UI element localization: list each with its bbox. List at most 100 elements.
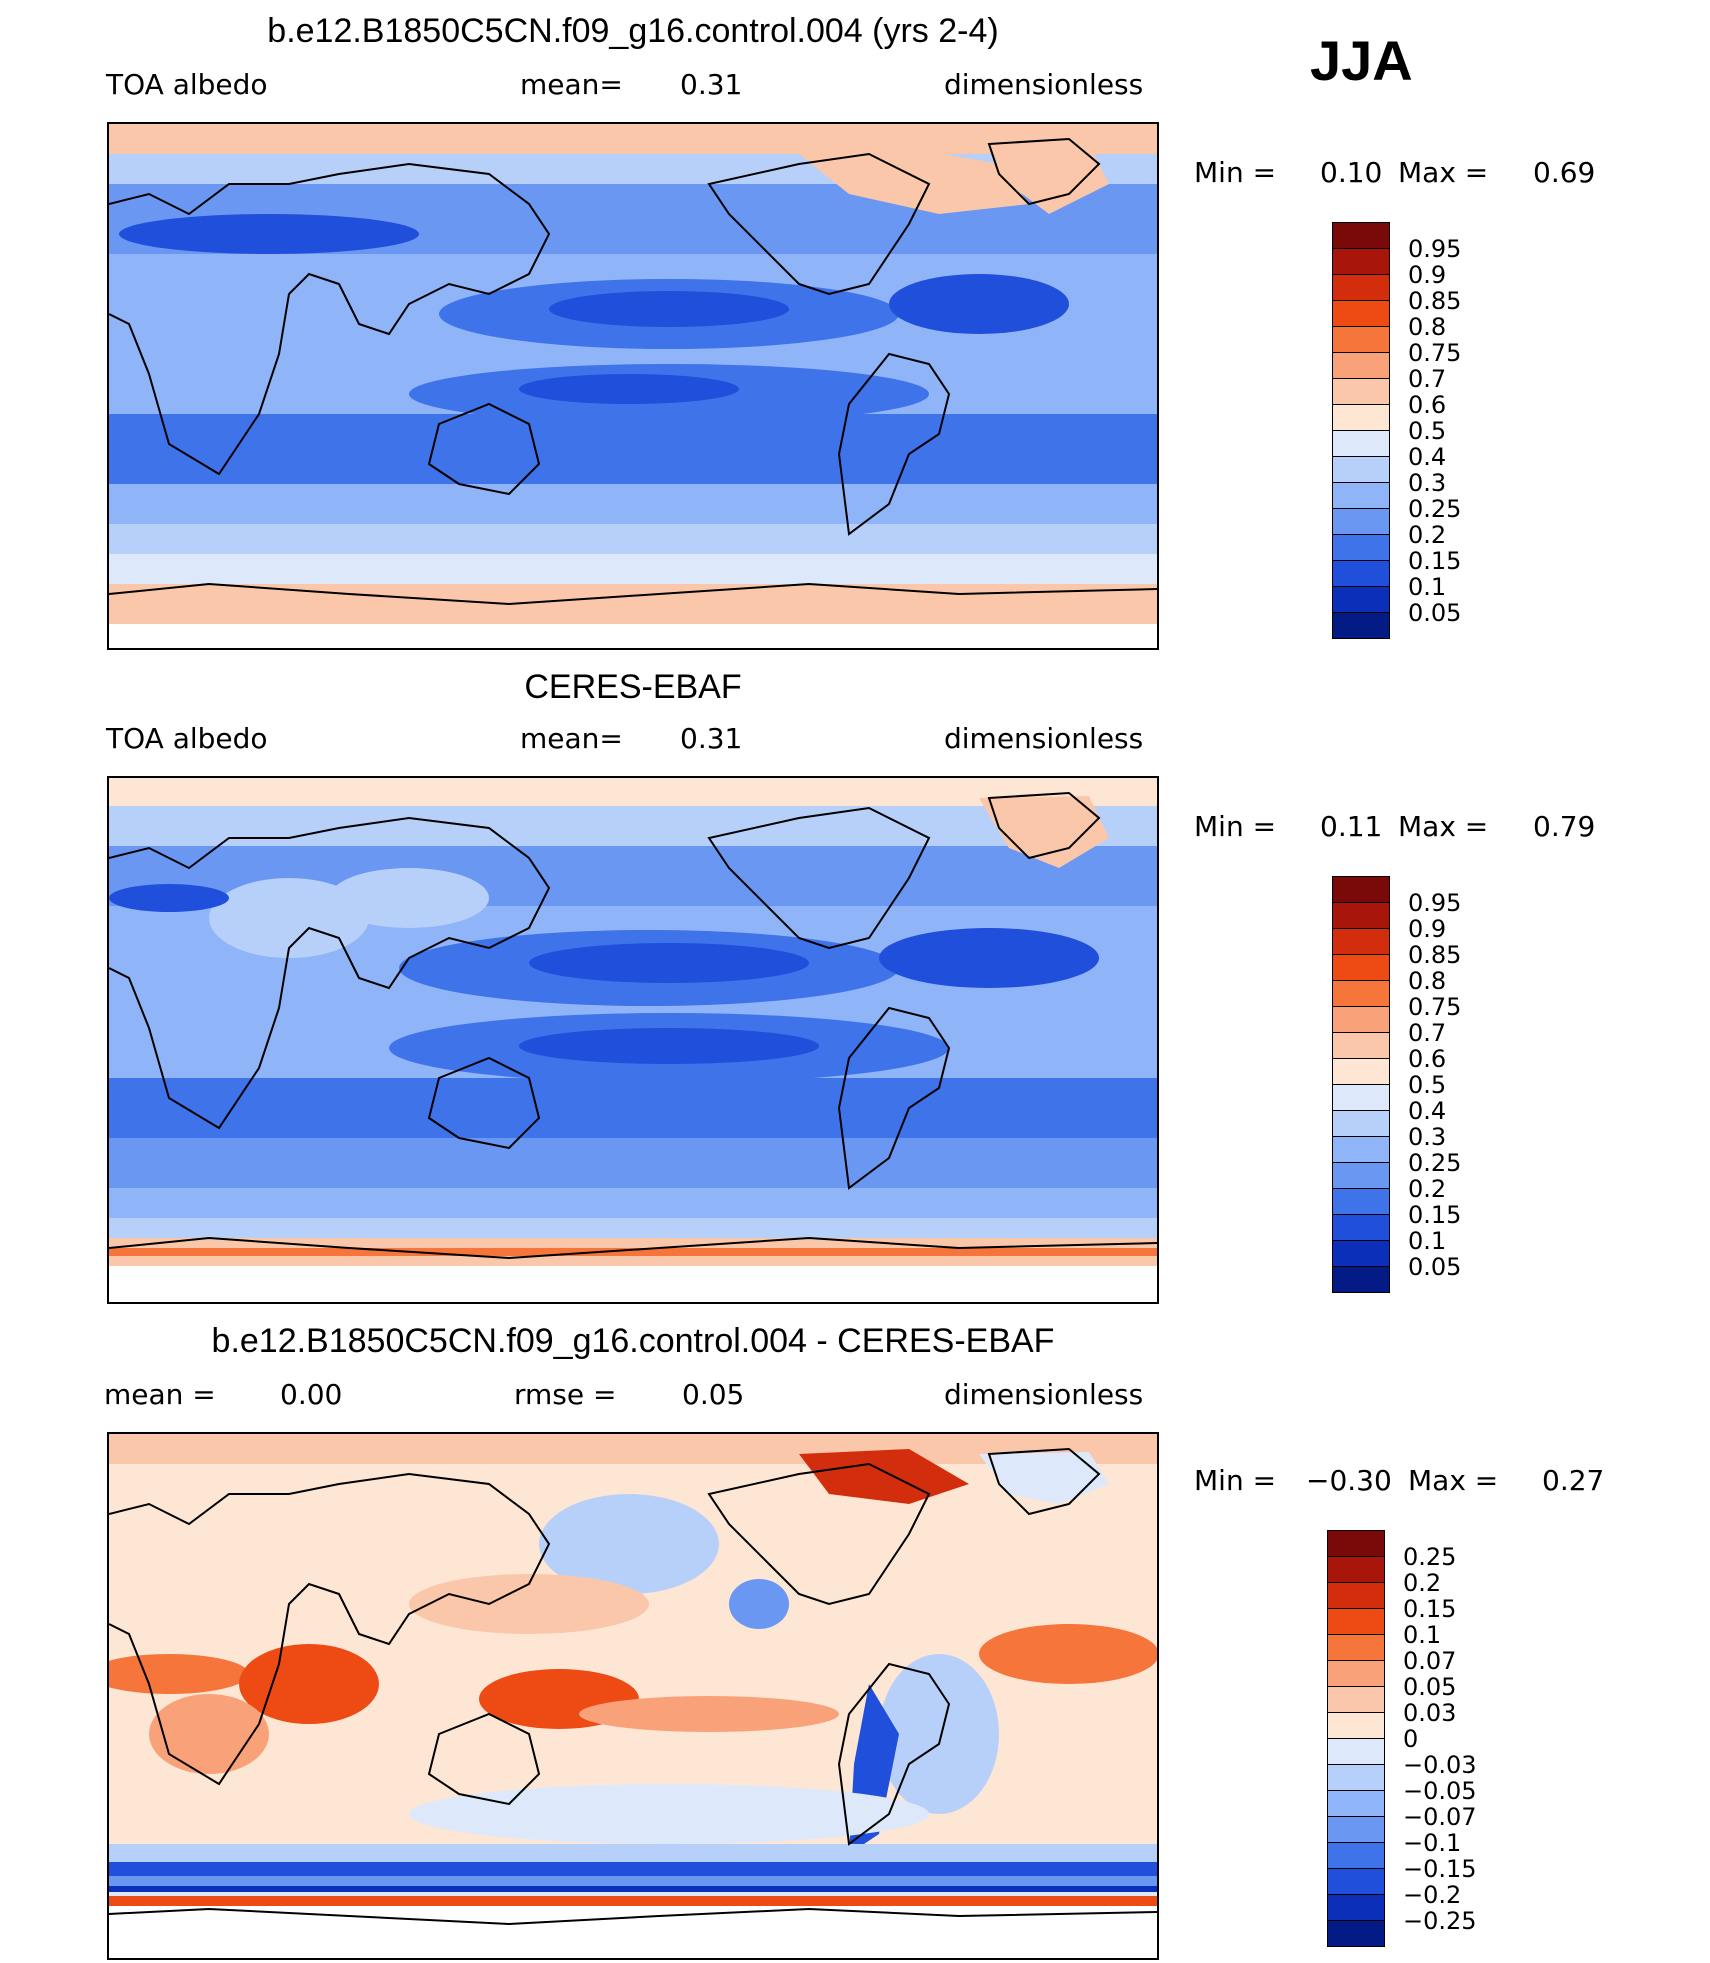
panel-2-colorbar-tick-label: 0.25	[1408, 1149, 1462, 1177]
panel-2-min-label: Min =	[1194, 810, 1277, 843]
panel-2-colorbar-tick-label: 0.7	[1408, 1019, 1447, 1047]
panel-3-colorbar-swatch	[1327, 1894, 1385, 1921]
panel-2-mean-label: mean=	[520, 722, 623, 755]
panel-1-colorbar: 0.95 0.9 0.85 0.8 0.75 0.7 0.6 0.5 0.4 0.3 0.25 0.2…	[1332, 222, 1532, 639]
panel-2-colorbar-tick-label: 0.9	[1408, 915, 1447, 943]
panel-2-colorbar-swatch	[1332, 1032, 1390, 1059]
panel-3-colorbar-swatch	[1327, 1686, 1385, 1713]
panel-1-colorbar-tick-label: 0.7	[1408, 365, 1447, 393]
panel-1-max-label: Max =	[1398, 156, 1489, 189]
panel-2-colorbar-tick-label: 0.2	[1408, 1175, 1447, 1203]
panel-1-variable-label: TOA albedo	[106, 68, 268, 101]
panel-2-colorbar-swatch	[1332, 1240, 1390, 1267]
panel-3-colorbar-tick-label: 0	[1403, 1725, 1419, 1753]
panel-2-colorbar-swatch	[1332, 1084, 1390, 1111]
panel-1-colorbar-swatch	[1332, 560, 1390, 587]
panel-2-colorbar-swatch	[1332, 954, 1390, 981]
panel-3-mean-value: 0.00	[280, 1378, 343, 1411]
panel-1-colorbar-swatch	[1332, 534, 1390, 561]
panel-3-colorbar-tick-label: −0.03	[1403, 1751, 1477, 1779]
panel-1-colorbar-swatch	[1332, 300, 1390, 327]
panel-3-title: b.e12.B1850C5CN.f09_g16.control.004 - CE…	[211, 1322, 1055, 1360]
panel-2-colorbar-swatch	[1332, 1006, 1390, 1033]
panel-1-colorbar-tick-label: 0.6	[1408, 391, 1447, 419]
panel-1-colorbar-tick-label: 0.8	[1408, 313, 1447, 341]
panel-3-colorbar-swatch	[1327, 1582, 1385, 1609]
panel-1-units: dimensionless	[944, 68, 1144, 101]
panel-1-colorbar-tick-label: 0.85	[1408, 287, 1462, 315]
panel-1-colorbar-tick-label: 0.95	[1408, 235, 1462, 263]
panel-3-colorbar: 0.25 0.2 0.15 0.1 0.07 0.05 0.03 0 −0.03 −0.05 −0.…	[1327, 1530, 1547, 1947]
panel-2-colorbar-tick-label: 0.15	[1408, 1201, 1462, 1229]
panel-3-colorbar-swatch	[1327, 1712, 1385, 1739]
panel-1-mean-value: 0.31	[680, 68, 743, 101]
panel-3-colorbar-tick-label: 0.15	[1403, 1595, 1457, 1623]
panel-3-colorbar-swatch	[1327, 1556, 1385, 1583]
panel-3-rmse-label: rmse =	[514, 1378, 617, 1411]
panel-3-map	[107, 1432, 1159, 1960]
panel-3-units: dimensionless	[944, 1378, 1144, 1411]
panel-1-colorbar-swatch	[1332, 326, 1390, 353]
panel-3-rmse-value: 0.05	[682, 1378, 745, 1411]
panel-1-colorbar-tick-label: 0.3	[1408, 469, 1447, 497]
panel-1-colorbar-swatch	[1332, 248, 1390, 275]
panel-2-colorbar-tick-label: 0.4	[1408, 1097, 1447, 1125]
panel-1-max-value: 0.69	[1533, 156, 1596, 189]
panel-1-map-field	[109, 124, 1157, 648]
panel-1-colorbar-swatch	[1332, 508, 1390, 535]
panel-2-colorbar-swatch	[1332, 1136, 1390, 1163]
panel-1-colorbar-swatch	[1332, 482, 1390, 509]
panel-2-max-label: Max =	[1398, 810, 1489, 843]
panel-1-colorbar-swatch	[1332, 430, 1390, 457]
panel-3-colorbar-swatch	[1327, 1790, 1385, 1817]
panel-2-mean-value: 0.31	[680, 722, 743, 755]
panel-2-colorbar-swatch	[1332, 1214, 1390, 1241]
panel-2-colorbar-tick-label: 0.8	[1408, 967, 1447, 995]
panel-3-colorbar-tick-label: 0.05	[1403, 1673, 1457, 1701]
panel-3-colorbar-tick-label: −0.05	[1403, 1777, 1477, 1805]
panel-3-map-field	[109, 1434, 1157, 1958]
panel-2-colorbar-swatch	[1332, 876, 1390, 903]
panel-2-colorbar-tick-label: 0.85	[1408, 941, 1462, 969]
panel-2-colorbar: 0.95 0.9 0.85 0.8 0.75 0.7 0.6 0.5 0.4 0.3 0.25 0.2…	[1332, 876, 1532, 1293]
panel-3-colorbar-tick-label: −0.25	[1403, 1907, 1477, 1935]
panel-1-title: b.e12.B1850C5CN.f09_g16.control.004 (yrs…	[267, 12, 999, 50]
panel-2-colorbar-swatch	[1332, 1162, 1390, 1189]
panel-3-colorbar-tick-label: 0.03	[1403, 1699, 1457, 1727]
panel-2-colorbar-swatch	[1332, 1110, 1390, 1137]
panel-2-colorbar-tick-label: 0.5	[1408, 1071, 1447, 1099]
panel-2-max-value: 0.79	[1533, 810, 1596, 843]
panel-3-colorbar-swatch	[1327, 1868, 1385, 1895]
panel-1-colorbar-tick-label: 0.9	[1408, 261, 1447, 289]
panel-3-colorbar-tick-label: 0.07	[1403, 1647, 1457, 1675]
panel-2-colorbar-swatch	[1332, 980, 1390, 1007]
panel-3-min-label: Min =	[1194, 1464, 1277, 1497]
panel-3-colorbar-swatch	[1327, 1608, 1385, 1635]
panel-1-colorbar-swatch	[1332, 274, 1390, 301]
panel-1-mean-label: mean=	[520, 68, 623, 101]
panel-1-colorbar-tick-label: 0.5	[1408, 417, 1447, 445]
panel-2-colorbar-tick-label: 0.3	[1408, 1123, 1447, 1151]
panel-3-colorbar-swatch	[1327, 1738, 1385, 1765]
panel-1-colorbar-tick-label: 0.05	[1408, 599, 1462, 627]
panel-3-colorbar-tick-label: −0.07	[1403, 1803, 1477, 1831]
panel-1-colorbar-tick-label: 0.15	[1408, 547, 1462, 575]
panel-2-variable-label: TOA albedo	[106, 722, 268, 755]
panel-1-colorbar-tick-label: 0.4	[1408, 443, 1447, 471]
panel-1-min-label: Min =	[1194, 156, 1277, 189]
panel-1-colorbar-swatch	[1332, 456, 1390, 483]
panel-3-colorbar-swatch	[1327, 1530, 1385, 1557]
panel-1-colorbar-swatch	[1332, 612, 1390, 639]
panel-3-min-value: −0.30	[1306, 1464, 1392, 1497]
panel-3-colorbar-swatch	[1327, 1842, 1385, 1869]
panel-1-colorbar-tick-label: 0.75	[1408, 339, 1462, 367]
panel-3-colorbar-tick-label: 0.25	[1403, 1543, 1457, 1571]
panel-3-colorbar-tick-label: −0.1	[1403, 1829, 1462, 1857]
panel-3-colorbar-tick-label: 0.1	[1403, 1621, 1442, 1649]
panel-1-colorbar-tick-label: 0.25	[1408, 495, 1462, 523]
panel-3-colorbar-tick-label: −0.15	[1403, 1855, 1477, 1883]
panel-1-colorbar-swatch	[1332, 378, 1390, 405]
panel-3-max-value: 0.27	[1542, 1464, 1605, 1497]
panel-3-mean-label: mean =	[104, 1378, 216, 1411]
panel-2-map-field	[109, 778, 1157, 1302]
